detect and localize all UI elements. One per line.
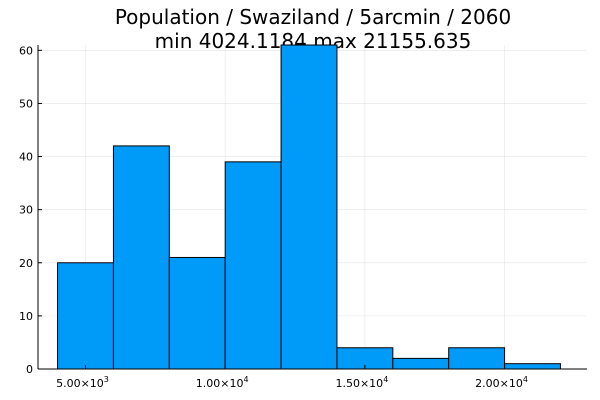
histogram-bar bbox=[57, 262, 114, 370]
histogram-bar bbox=[448, 347, 506, 370]
histogram-bar bbox=[392, 357, 450, 370]
histogram-bar bbox=[504, 363, 561, 370]
histogram-bar bbox=[224, 161, 282, 370]
histogram-bars bbox=[57, 44, 561, 370]
y-tick-label: 40 bbox=[19, 151, 33, 164]
axes bbox=[37, 45, 587, 370]
chart-title: Population / Swaziland / 5arcmin / 2060 bbox=[115, 5, 511, 29]
y-tick-label: 0 bbox=[26, 363, 33, 376]
y-tick-label: 60 bbox=[19, 44, 33, 57]
histogram-bar bbox=[280, 44, 338, 370]
histogram-bar bbox=[168, 256, 226, 370]
x-tick-label: 2.00×104 bbox=[475, 375, 528, 390]
tick-labels: 0 10 20 30 40 50 60 5.00×103 1.00×104 1.50×104 2.0… bbox=[19, 44, 528, 390]
x-tick-label: 1.00×104 bbox=[196, 375, 249, 390]
x-tick-label: 1.50×104 bbox=[335, 375, 388, 390]
x-tick-label: 5.00×103 bbox=[56, 375, 109, 390]
y-tick-label: 20 bbox=[19, 257, 33, 270]
y-tick-label: 50 bbox=[19, 97, 33, 110]
y-tick-label: 30 bbox=[19, 204, 33, 217]
y-tick-label: 10 bbox=[19, 310, 33, 323]
histogram-bar bbox=[112, 145, 170, 370]
